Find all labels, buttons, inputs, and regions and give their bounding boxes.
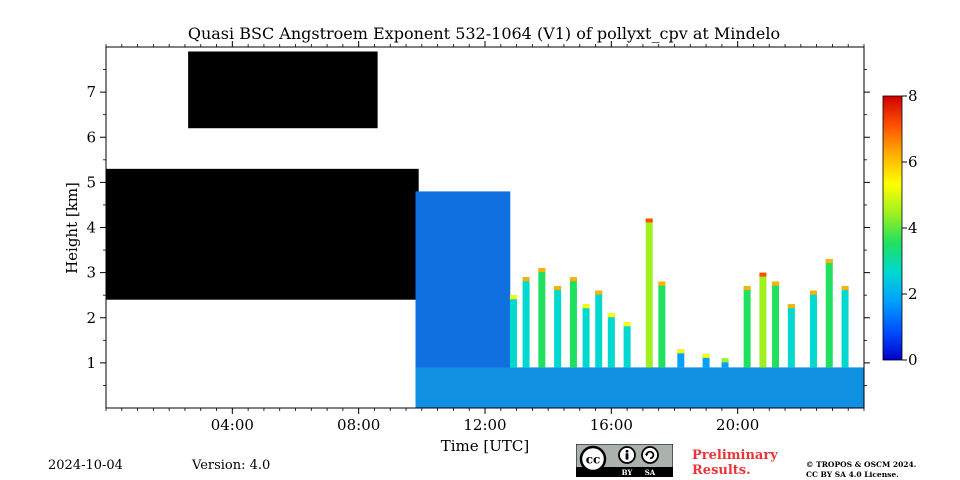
profile-column [825, 259, 833, 368]
profile-top [677, 349, 685, 354]
x-tick-label: 08:00 [337, 416, 380, 434]
profile-column [645, 218, 653, 368]
profile-top [772, 281, 780, 286]
profile-column [772, 281, 780, 368]
profile-top [759, 272, 767, 277]
colorbar-tick-label: 0 [908, 351, 918, 369]
colorbar-tick-label: 6 [908, 153, 918, 171]
profile-top [623, 322, 631, 327]
profile-column [569, 277, 577, 368]
profile-top [809, 290, 817, 295]
profile-top [554, 286, 562, 291]
profile-top [825, 259, 833, 264]
footer-date: 2024-10-04 [48, 458, 123, 473]
profile-column [522, 277, 530, 368]
profile-column [809, 290, 817, 368]
copyright-notice: © TROPOS & OSCM 2024. CC BY SA 4.0 Licen… [806, 460, 916, 480]
y-tick-label: 2 [86, 309, 96, 327]
profile-top [595, 290, 603, 295]
y-tick-label: 4 [86, 219, 96, 237]
x-tick-label: 12:00 [463, 416, 506, 434]
profile-top [743, 286, 751, 291]
profile-top [702, 353, 710, 358]
copyright-line-2: CC BY SA 4.0 License. [806, 470, 899, 479]
preliminary-notice: Preliminary Results. [692, 448, 778, 478]
profile-column [538, 268, 546, 368]
profile-column [759, 272, 767, 368]
svg-text:BY: BY [622, 468, 634, 477]
profile-column [677, 349, 685, 368]
profile-top [658, 281, 666, 286]
chart-title: Quasi BSC Angstroem Exponent 532-1064 (V… [187, 24, 781, 43]
profile-top [582, 304, 590, 309]
profile-column [721, 358, 729, 368]
profile-column [582, 304, 590, 368]
y-tick-label: 1 [86, 354, 96, 372]
colorbar: 0 2 4 6 8 [882, 87, 918, 369]
profile-column [841, 286, 849, 368]
svg-text:SA: SA [645, 468, 656, 477]
profile-column [607, 313, 615, 368]
region-saturated-layer [106, 168, 419, 300]
colorbar-gradient [882, 95, 903, 361]
profile-top [841, 286, 849, 291]
profile-column [787, 304, 795, 368]
profile-top [509, 295, 517, 300]
profile-column [554, 286, 562, 368]
profile-column [658, 281, 666, 368]
profile-top [569, 277, 577, 282]
profile-column [623, 322, 631, 368]
profile-column [743, 286, 751, 368]
cc-by-sa-icon: cc BY SA [576, 444, 673, 477]
profile-top [787, 304, 795, 309]
profile-top [522, 277, 530, 282]
copyright-line-1: © TROPOS & OSCM 2024. [806, 460, 917, 469]
footer-version: Version: 4.0 [192, 458, 271, 473]
y-tick-label: 5 [86, 173, 96, 191]
x-tick-label: 16:00 [590, 416, 633, 434]
colorbar-tick-label: 2 [908, 285, 918, 303]
y-tick-label: 3 [86, 264, 96, 282]
x-axis-label: Time [UTC] [440, 437, 530, 455]
axes: 04:00 08:00 12:00 16:00 20:00 1 2 3 4 5 6 7 [86, 41, 870, 434]
colorbar-tick-label: 8 [908, 87, 918, 105]
colorbar-tick-label: 4 [908, 219, 918, 237]
profile-top [538, 268, 546, 273]
profile-top [607, 313, 615, 318]
y-tick-label: 6 [86, 128, 96, 146]
region-upper-layer [188, 51, 378, 129]
profile-top [721, 358, 729, 363]
profile-column [702, 353, 710, 368]
y-tick-label: 7 [86, 83, 96, 101]
heatmap-layer [106, 51, 864, 408]
x-tick-label: 04:00 [211, 416, 254, 434]
preliminary-line-2: Results. [692, 463, 751, 478]
preliminary-line-1: Preliminary [692, 448, 778, 463]
profile-top [645, 218, 653, 223]
region-surface-layer [415, 367, 864, 408]
x-tick-label: 20:00 [716, 416, 759, 434]
profile-column [595, 290, 603, 368]
svg-text:cc: cc [586, 453, 601, 467]
profile-column [509, 295, 517, 368]
